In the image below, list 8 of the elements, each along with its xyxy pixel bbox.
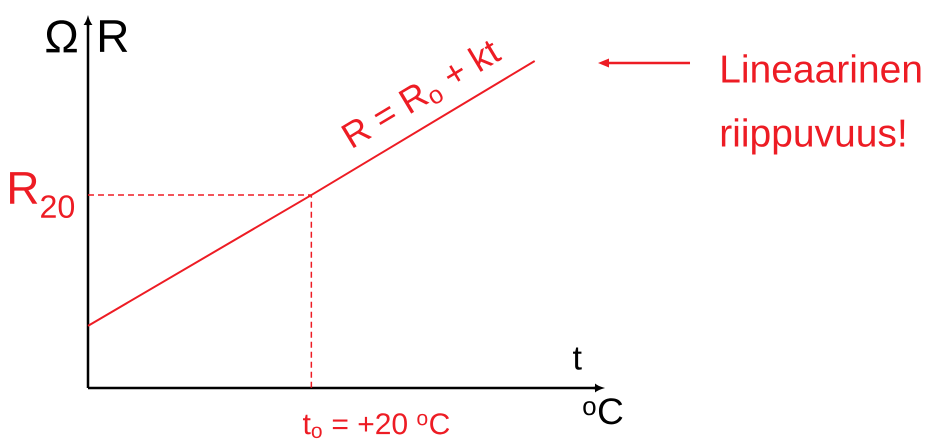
ref-line-label: R$_{20}$ (10, 172, 74, 218)
text: $^{o}$C (583, 398, 622, 424)
x-axis-title: t (573, 348, 582, 370)
y-axis-title: R (100, 20, 128, 52)
annotation: R = R$_{o}$ + kt (341, 40, 502, 148)
text: Lineaarinen riippuvuus! (722, 54, 920, 155)
text: Ω (46, 20, 77, 52)
text: t$_{o}$ = +20 $^{o}$C (303, 413, 450, 438)
